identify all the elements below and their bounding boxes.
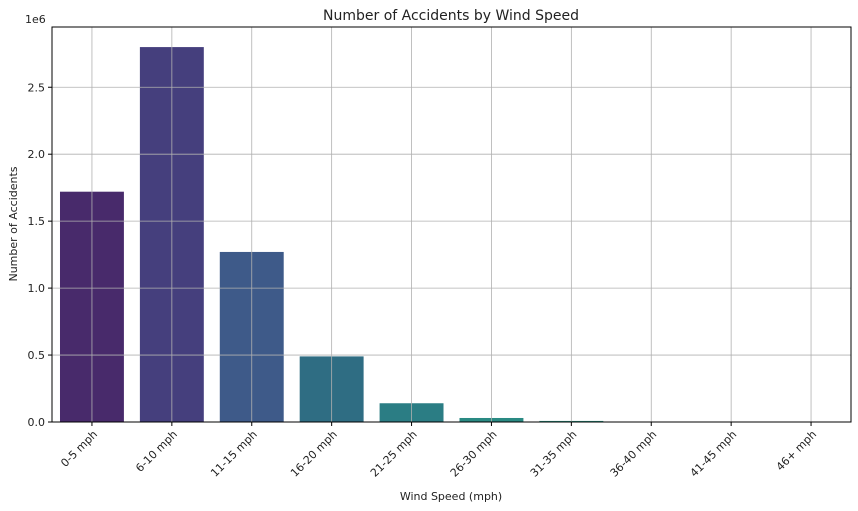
y-tick-label: 0.0 [28, 416, 46, 429]
axes [48, 26, 852, 426]
x-tick-label: 36-40 mph [608, 428, 660, 480]
plot-frame [51, 26, 852, 423]
x-tick-label: 6-10 mph [133, 428, 180, 475]
x-axis-label: Wind Speed (mph) [400, 490, 502, 503]
x-tick-label: 11-15 mph [208, 428, 260, 480]
x-tick-label: 0-5 mph [58, 428, 100, 470]
chart-title: Number of Accidents by Wind Speed [323, 8, 579, 24]
y-tick-label: 1.0 [28, 282, 46, 295]
x-tick-label: 16-20 mph [288, 428, 340, 480]
x-tick-label: 41-45 mph [688, 428, 740, 480]
y-tick-label: 2.5 [28, 81, 46, 94]
x-tick-label: 46+ mph [774, 428, 820, 474]
x-tick-label: 21-25 mph [368, 428, 420, 480]
y-offset-label: 1e6 [25, 13, 46, 26]
y-axis-label: Number of Accidents [7, 166, 20, 281]
bars [59, 47, 844, 422]
y-tick-label: 0.5 [28, 349, 46, 362]
y-tick-label: 2.0 [28, 148, 46, 161]
x-tick-label: 26-30 mph [448, 428, 500, 480]
x-tick-label: 31-35 mph [528, 428, 580, 480]
grid-lines [52, 27, 851, 423]
y-tick-label: 1.5 [28, 215, 46, 228]
